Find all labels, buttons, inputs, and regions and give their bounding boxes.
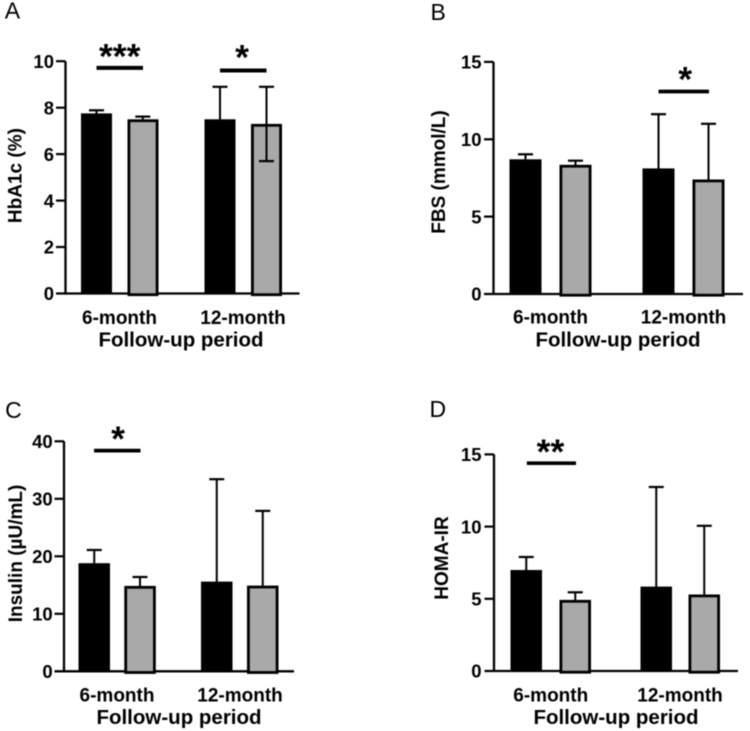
svg-text:Follow-up period: Follow-up period	[533, 706, 698, 729]
svg-text:12-month: 12-month	[641, 308, 727, 329]
svg-text:12-month: 12-month	[200, 308, 286, 329]
svg-text:6-month: 6-month	[513, 686, 588, 707]
svg-text:C: C	[5, 397, 22, 423]
svg-text:0: 0	[471, 661, 481, 682]
svg-text:6-month: 6-month	[513, 308, 588, 329]
svg-text:20: 20	[32, 546, 53, 567]
svg-text:D: D	[430, 396, 447, 422]
svg-text:6: 6	[44, 144, 54, 165]
svg-text:Follow-up period: Follow-up period	[96, 706, 261, 729]
svg-text:15: 15	[461, 52, 482, 73]
svg-text:12-month: 12-month	[637, 686, 723, 707]
svg-text:10: 10	[461, 129, 482, 150]
svg-text:*: *	[678, 59, 692, 99]
svg-text:0: 0	[42, 661, 52, 682]
svg-text:12-month: 12-month	[197, 686, 283, 707]
svg-text:5: 5	[471, 206, 481, 227]
svg-text:Follow-up period: Follow-up period	[98, 329, 263, 352]
svg-text:10: 10	[461, 516, 482, 537]
svg-text:6-month: 6-month	[82, 308, 157, 329]
svg-text:B: B	[431, 0, 446, 25]
svg-text:0: 0	[471, 284, 481, 305]
svg-text:40: 40	[32, 431, 53, 452]
svg-text:0: 0	[44, 283, 54, 304]
svg-text:**: **	[537, 432, 565, 472]
svg-text:2: 2	[44, 237, 54, 258]
svg-text:5: 5	[471, 589, 481, 610]
svg-text:Follow-up period: Follow-up period	[535, 329, 700, 352]
svg-text:6-month: 6-month	[80, 686, 155, 707]
svg-text:8: 8	[44, 97, 54, 118]
svg-text:10: 10	[33, 51, 54, 72]
svg-text:***: ***	[99, 36, 141, 76]
svg-text:A: A	[5, 0, 21, 24]
svg-text:10: 10	[32, 604, 53, 625]
svg-text:15: 15	[461, 444, 482, 465]
svg-text:HbA1c (%): HbA1c (%)	[5, 128, 26, 223]
svg-text:HOMA-IR: HOMA-IR	[432, 516, 453, 600]
svg-text:*: *	[111, 419, 125, 459]
svg-text:4: 4	[44, 190, 55, 211]
svg-text:*: *	[235, 38, 249, 78]
svg-text:30: 30	[32, 489, 53, 510]
svg-text:Insulin (µU/mL): Insulin (µU/mL)	[6, 485, 27, 623]
svg-text:FBS (mmol/L): FBS (mmol/L)	[429, 110, 450, 234]
